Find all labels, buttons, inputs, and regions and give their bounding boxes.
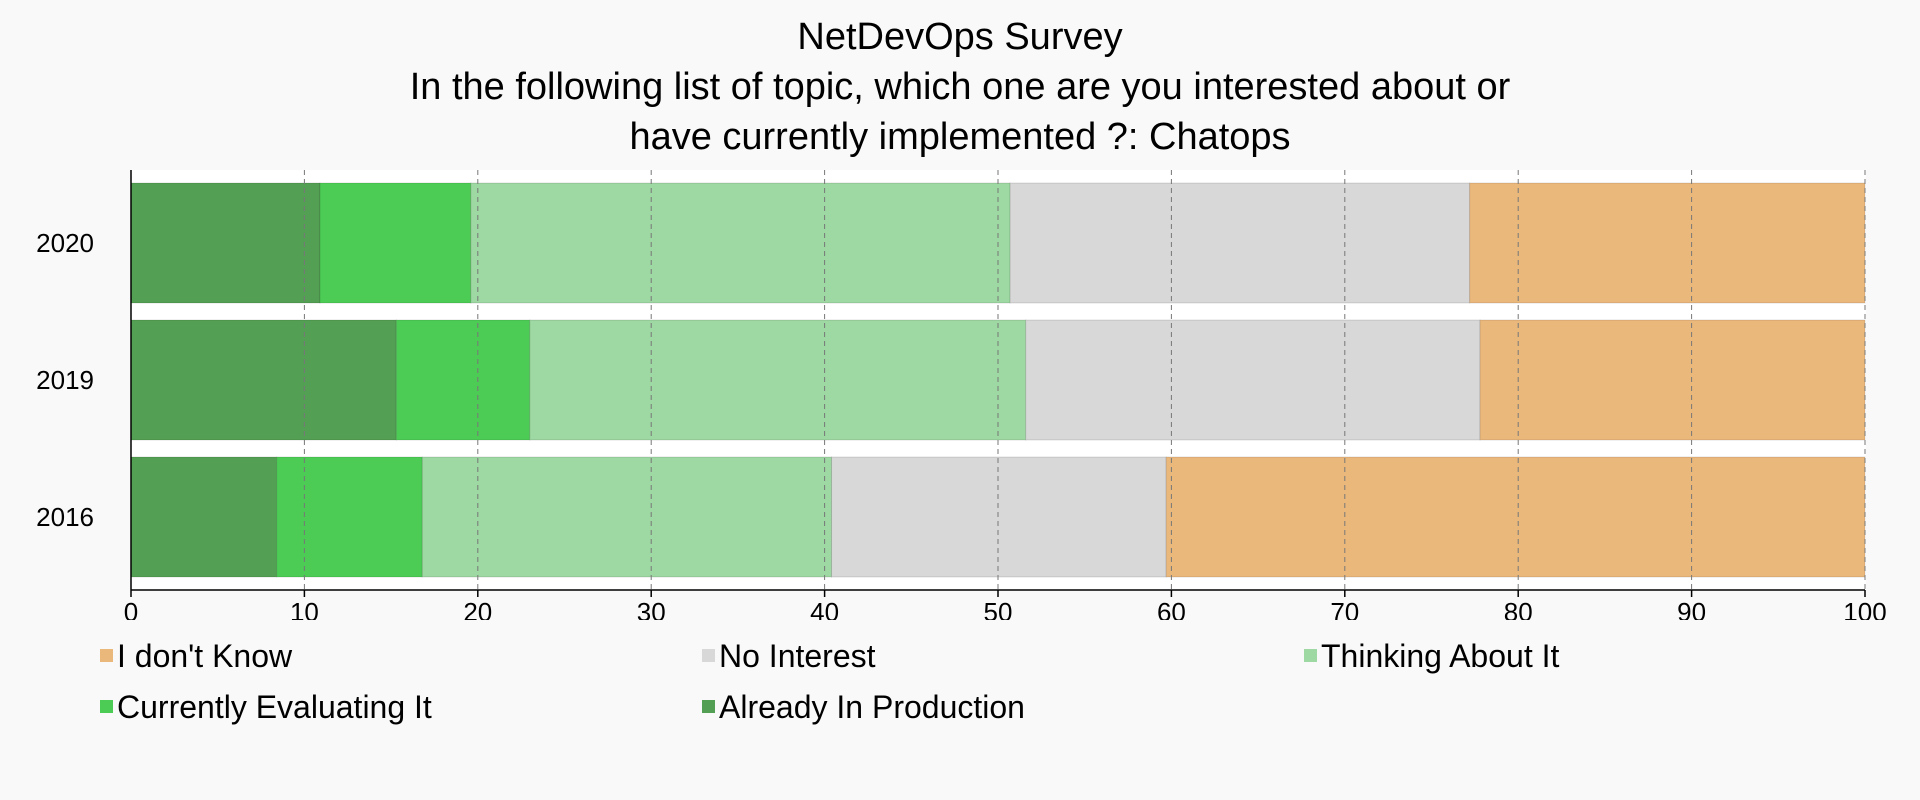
bar-2019-thinking-about-it xyxy=(529,319,1027,441)
legend-item-thinking-about-it: Thinking About It xyxy=(1304,636,1559,676)
chart-title-line-1: NetDevOps Survey xyxy=(797,16,1123,58)
bar-2020-thinking-about-it xyxy=(470,182,1011,304)
bar-2020-currently-evaluating-it xyxy=(319,182,472,304)
x-tick-label-90: 90 xyxy=(1677,597,1706,620)
bar-2019-currently-evaluating-it xyxy=(395,319,531,441)
x-tick-label-50: 50 xyxy=(984,597,1013,620)
chart-title: NetDevOps Survey In the following list o… xyxy=(0,12,1920,162)
bar-2019-already-in-production xyxy=(130,319,397,441)
chart-title-line-3: have currently implemented ?: Chatops xyxy=(629,116,1291,158)
x-tick-label-70: 70 xyxy=(1330,597,1359,620)
bar-2020-no-interest xyxy=(1009,182,1471,304)
x-tick-label-30: 30 xyxy=(637,597,666,620)
legend-label: No Interest xyxy=(719,638,876,674)
bar-2019-no-interest xyxy=(1025,319,1481,441)
chart-title-line-2: In the following list of topic, which on… xyxy=(409,66,1511,108)
legend-item-i-don-t-know: I don't Know xyxy=(100,636,292,676)
legend-swatch xyxy=(100,649,113,663)
bar-2020-already-in-production xyxy=(130,182,321,304)
x-tick-label-100: 100 xyxy=(1843,597,1886,620)
stacked-bar-chart: 2020 2019 2016 0 10 20 30 40 50 60 70 80 90 100 xyxy=(36,170,1887,620)
legend-label: I don't Know xyxy=(117,638,293,674)
x-tick-label-0: 0 xyxy=(124,597,138,620)
legend-item-currently-evaluating-it: Currently Evaluating It xyxy=(100,687,432,727)
x-tick-label-20: 20 xyxy=(463,597,492,620)
y-tick-label-2019: 2019 xyxy=(36,365,94,395)
bar-2016-already-in-production xyxy=(130,456,278,578)
y-tick-label-2020: 2020 xyxy=(36,228,94,258)
legend-swatch xyxy=(702,649,715,663)
bar-2020-i-don-t-know xyxy=(1469,182,1866,304)
x-tick-label-10: 10 xyxy=(290,597,319,620)
bar-2016-thinking-about-it xyxy=(421,456,833,578)
legend-item-already-in-production: Already In Production xyxy=(702,687,1025,727)
legend-label: Already In Production xyxy=(719,689,1025,725)
x-tick-label-40: 40 xyxy=(810,597,839,620)
x-tick-label-60: 60 xyxy=(1157,597,1186,620)
bar-2019-i-don-t-know xyxy=(1479,319,1866,441)
legend-swatch xyxy=(1304,649,1317,663)
bar-2016-i-don-t-know xyxy=(1165,456,1866,578)
x-tick-label-80: 80 xyxy=(1504,597,1533,620)
legend-swatch xyxy=(100,700,113,714)
legend-label: Thinking About It xyxy=(1321,638,1560,674)
legend-item-no-interest: No Interest xyxy=(702,636,876,676)
legend-label: Currently Evaluating It xyxy=(117,689,432,725)
bar-2016-currently-evaluating-it xyxy=(276,456,423,578)
legend-swatch xyxy=(702,700,715,714)
y-tick-label-2016: 2016 xyxy=(36,502,94,532)
bar-2016-no-interest xyxy=(831,456,1167,578)
